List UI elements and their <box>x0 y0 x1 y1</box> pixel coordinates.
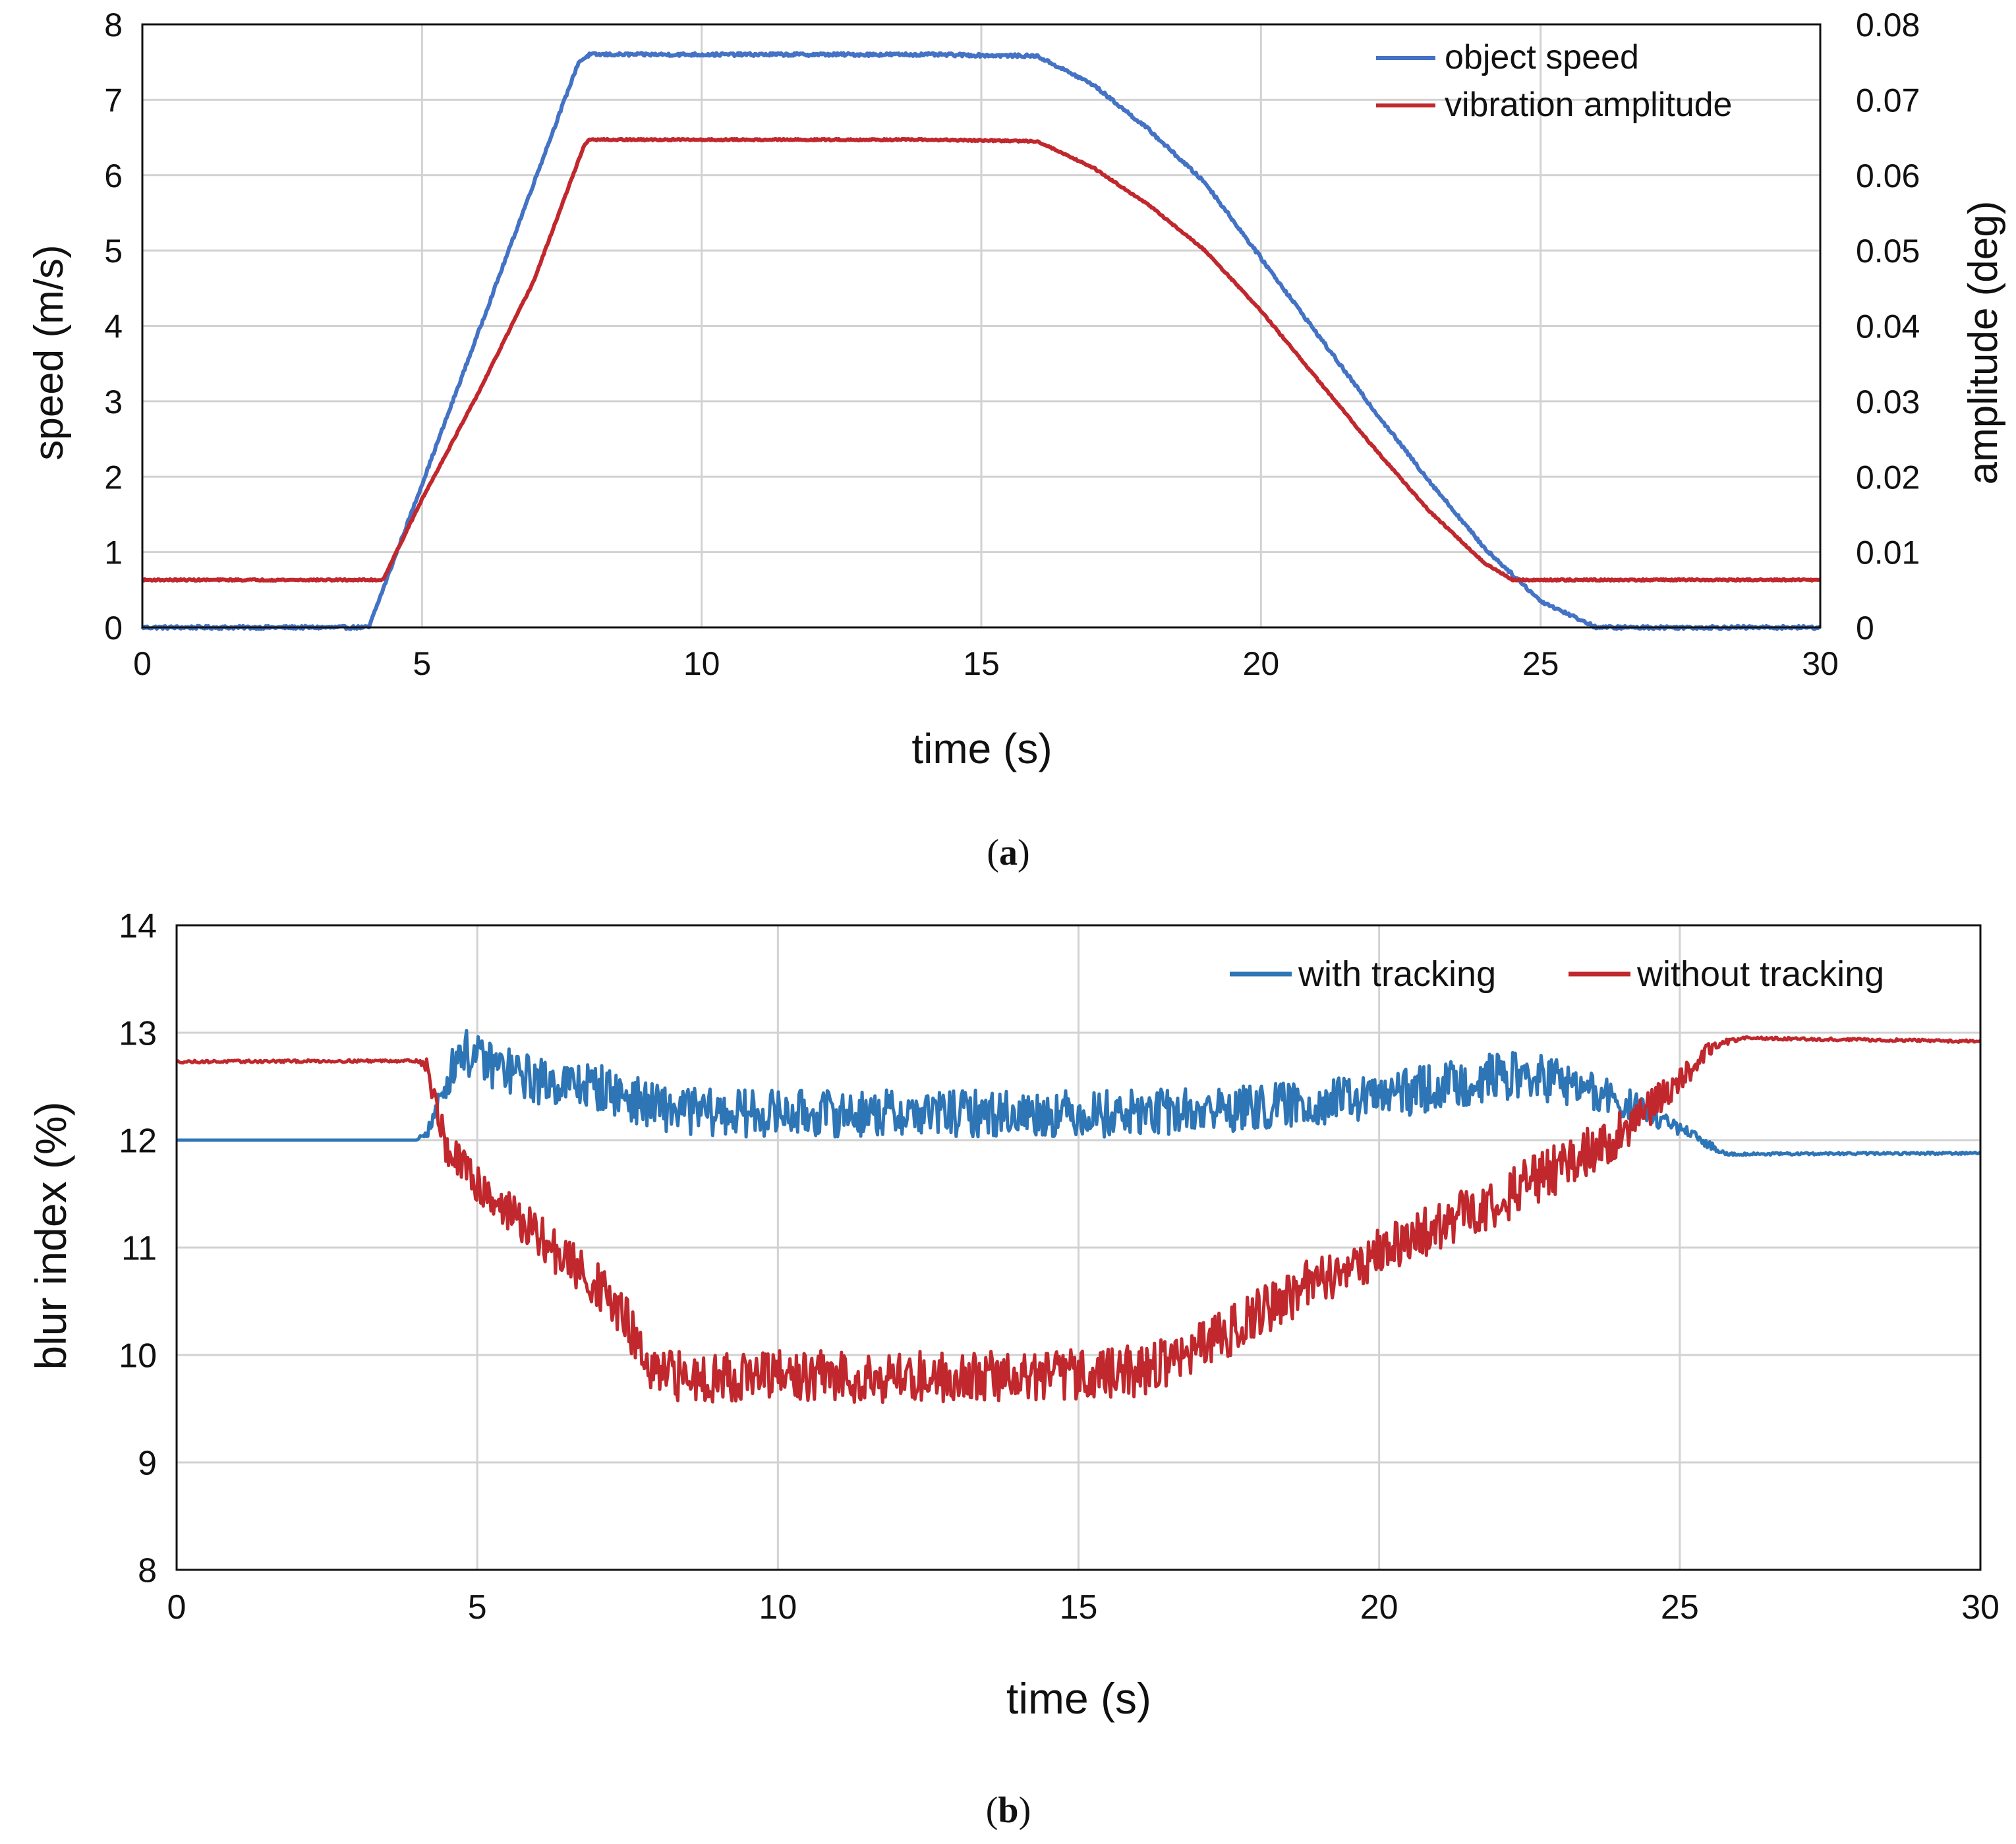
x-tick-label: 5 <box>413 645 431 682</box>
y-tick-label: 14 <box>119 908 157 946</box>
x-tick-label: 15 <box>1060 1588 1098 1627</box>
panel-b-y-tick-labels: 8 9 10 11 12 13 14 <box>119 908 157 1590</box>
y-tick-label: 11 <box>121 1230 157 1268</box>
panel-a-x-axis-label: time (s) <box>911 725 1052 772</box>
y-tick-label: 0 <box>104 610 123 647</box>
y2-tick-label: 0.03 <box>1856 384 1920 420</box>
panel-b-x-tick-labels: 0 5 10 15 20 25 30 <box>167 1588 2000 1627</box>
y2-tick-label: 0.04 <box>1856 308 1920 345</box>
legend-label-object-speed: object speed <box>1445 38 1639 76</box>
series-line-without-tracking <box>176 1035 1982 1404</box>
panel-b-caption: (b) <box>986 1790 1031 1831</box>
y-tick-label: 8 <box>104 7 123 43</box>
series-line-vibration-amplitude <box>141 136 1822 583</box>
panel-a-grid <box>142 24 1820 627</box>
y-tick-label: 4 <box>104 308 123 345</box>
x-tick-label: 20 <box>1243 645 1280 682</box>
y-tick-label: 13 <box>119 1015 157 1053</box>
panel-a-series-group <box>140 51 1822 631</box>
panel-b-x-axis-label: time (s) <box>1006 1674 1151 1723</box>
panel-a-chart: 0 5 10 15 20 25 30 0 1 2 3 4 5 6 7 8 0 0.01 0.02 0.03 0.04… <box>26 7 2006 873</box>
panel-b-grid <box>177 925 1980 1570</box>
x-tick-label: 20 <box>1360 1588 1398 1627</box>
x-tick-label: 10 <box>683 645 720 682</box>
legend-label-vibration-amplitude: vibration amplitude <box>1445 86 1732 124</box>
y2-tick-label: 0.01 <box>1856 534 1920 571</box>
panel-a-y-tick-labels: 0 1 2 3 4 5 6 7 8 <box>104 7 123 647</box>
x-tick-label: 15 <box>963 645 1000 682</box>
y2-tick-label: 0.05 <box>1856 233 1920 270</box>
panel-a-y2-axis-label: amplitude (deg) <box>1961 201 2006 485</box>
y-tick-label: 5 <box>104 233 123 270</box>
y-tick-label: 12 <box>119 1122 157 1161</box>
y2-tick-label: 0.08 <box>1856 7 1920 43</box>
x-tick-label: 25 <box>1661 1588 1699 1627</box>
panel-b-legend: with tracking without tracking <box>1230 954 1884 994</box>
panel-a-legend: object speed vibration amplitude <box>1376 38 1732 124</box>
panel-a-plot-frame <box>141 23 1822 629</box>
series-line-with-tracking <box>176 1029 1981 1157</box>
x-tick-label: 5 <box>468 1588 487 1627</box>
y-tick-label: 2 <box>104 459 123 496</box>
x-tick-label: 0 <box>167 1588 187 1627</box>
panel-b-plot-frame <box>175 924 1982 1571</box>
y-tick-label: 8 <box>138 1552 157 1590</box>
y-tick-label: 9 <box>138 1445 157 1483</box>
x-tick-label: 10 <box>759 1588 797 1627</box>
y2-tick-label: 0.06 <box>1856 158 1920 194</box>
x-tick-label: 25 <box>1522 645 1559 682</box>
panel-a-caption: (a) <box>987 832 1029 873</box>
panel-b-series-group <box>176 1029 1982 1404</box>
y-tick-label: 3 <box>104 384 123 420</box>
legend-label-with-tracking: with tracking <box>1298 954 1496 994</box>
panel-a-y-axis-label: speed (m/s) <box>26 245 72 460</box>
y-tick-label: 1 <box>104 534 123 571</box>
panel-a-x-tick-labels: 0 5 10 15 20 25 30 <box>133 645 1839 682</box>
x-tick-label: 30 <box>1802 645 1839 682</box>
panel-a-y2-tick-labels: 0 0.01 0.02 0.03 0.04 0.05 0.06 0.07 0.08 <box>1856 7 1920 647</box>
y2-tick-label: 0.02 <box>1856 459 1920 496</box>
y2-tick-label: 0 <box>1856 610 1874 647</box>
y-tick-label: 7 <box>104 82 123 119</box>
x-tick-label: 30 <box>1961 1588 2000 1627</box>
y-tick-label: 6 <box>104 158 123 194</box>
x-tick-label: 0 <box>133 645 152 682</box>
y2-tick-label: 0.07 <box>1856 82 1920 119</box>
panel-b-chart: 0 5 10 15 20 25 30 8 9 10 11 12 13 14 time (s) blur … <box>26 908 2000 1831</box>
series-line-object-speed <box>140 51 1822 631</box>
y-tick-label: 10 <box>119 1337 157 1375</box>
panel-b-y-axis-label: blur index (%) <box>26 1101 75 1369</box>
legend-label-without-tracking: without tracking <box>1636 954 1884 994</box>
